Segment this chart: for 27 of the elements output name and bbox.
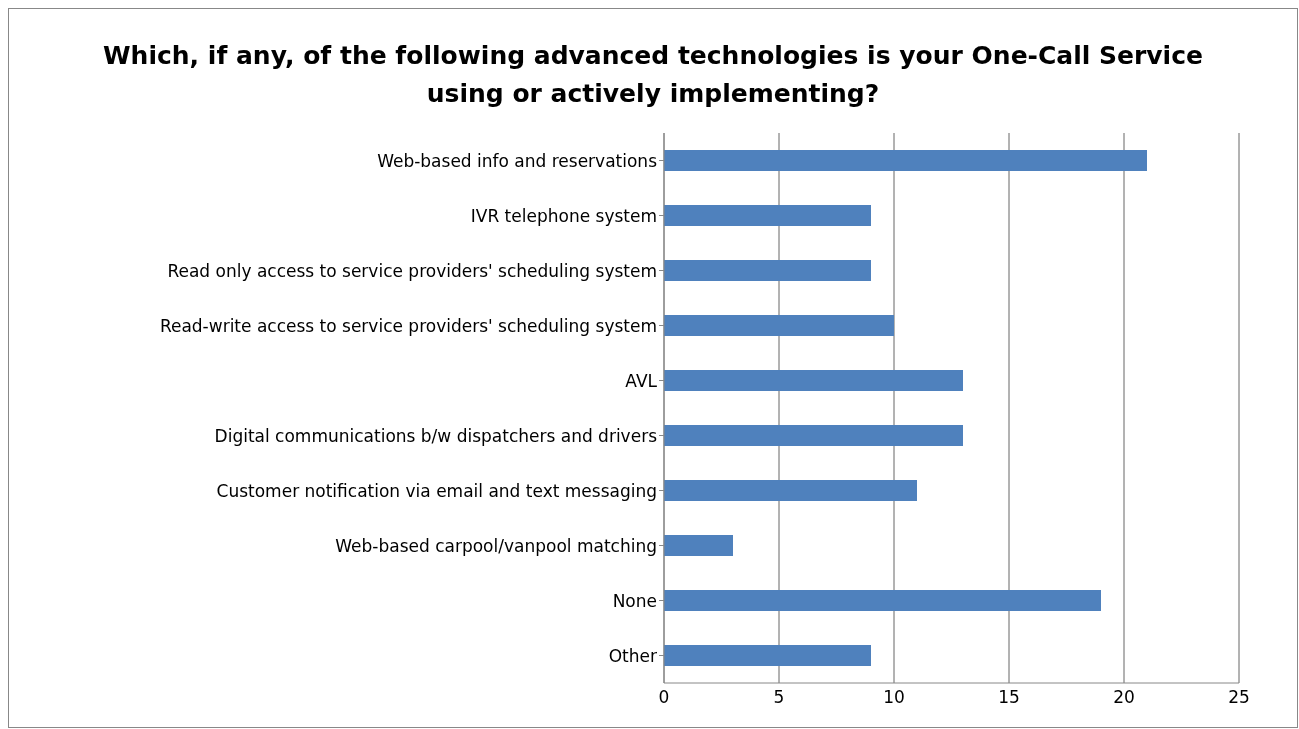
y-tick-label: Web-based carpool/vanpool matching — [335, 535, 657, 556]
y-tick-label: None — [612, 590, 657, 611]
bar — [664, 425, 963, 446]
y-tick-label: Read only access to service providers' scheduling system — [167, 260, 657, 281]
bar — [664, 590, 1101, 611]
x-tick-label: 15 — [998, 687, 1020, 708]
y-tick-label: AVL — [625, 370, 658, 391]
x-tick-label: 10 — [883, 687, 905, 708]
y-tick-label: Digital communications b/w dispatchers and drivers — [214, 425, 658, 446]
bar — [664, 645, 871, 666]
y-tick-label: Web-based info and reservations — [377, 150, 658, 171]
bar — [664, 260, 871, 281]
bar — [664, 370, 963, 391]
y-tick-label: Read-write access to service providers' scheduling system — [159, 315, 657, 336]
chart-title: Which, if any, of the following advanced technologies is your One-Call Service using or actively implementing? — [103, 40, 1203, 110]
x-tick-label: 5 — [773, 687, 785, 708]
x-tick-label: 20 — [1113, 687, 1135, 708]
bar — [664, 315, 894, 336]
bar — [664, 535, 733, 556]
bar — [664, 480, 917, 501]
bar — [664, 205, 871, 226]
y-tick-label: Customer notification via email and text messaging — [216, 480, 657, 501]
bar — [664, 150, 1147, 171]
y-tick-label: IVR telephone system — [470, 205, 657, 226]
x-tick-label: 0 — [658, 687, 670, 708]
x-tick-label: 25 — [1228, 687, 1250, 708]
y-tick-label: Other — [608, 645, 657, 666]
